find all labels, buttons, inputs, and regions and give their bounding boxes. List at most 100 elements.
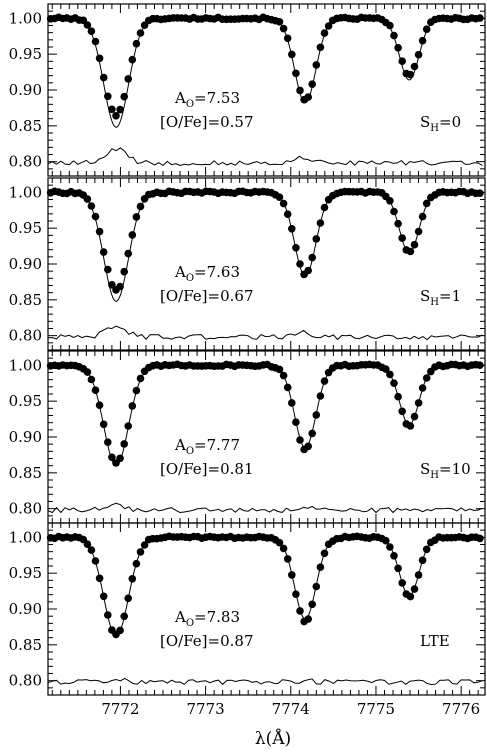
abundance-annotation: AO=7.63 xyxy=(174,263,240,284)
observed-point xyxy=(83,540,92,548)
observed-point xyxy=(104,438,112,447)
observed-point xyxy=(99,420,108,429)
observed-point xyxy=(398,579,407,587)
observed-point xyxy=(406,422,415,430)
panel-2: 0.80 0.85 0.90 0.95 1.00 AO=7.63 [O/Fe]=0.67 SH… xyxy=(9,177,486,351)
x-tick-label: 7774 xyxy=(272,700,310,718)
observed-point xyxy=(283,34,292,43)
observed-point xyxy=(382,536,390,545)
y-tick-label: 0.85 xyxy=(9,464,42,482)
y-tick-label: 0.95 xyxy=(9,564,42,582)
observed-point xyxy=(410,62,419,71)
observed-point xyxy=(406,70,415,79)
y-tick-label: 0.95 xyxy=(9,45,42,63)
observed-point xyxy=(128,231,137,239)
model-label-symbol: S xyxy=(420,460,430,478)
observed-point xyxy=(418,36,427,45)
observed-point xyxy=(120,92,128,101)
observed-point xyxy=(316,43,325,52)
observed-point xyxy=(283,210,292,218)
observed-point xyxy=(410,240,419,249)
observed-point xyxy=(292,69,300,78)
observed-point xyxy=(95,227,104,236)
model-label: SH=0 xyxy=(420,113,461,134)
y-tick-label: 0.85 xyxy=(9,117,42,135)
observed-point xyxy=(292,418,300,427)
abundance-value: =7.53 xyxy=(194,89,240,107)
observed-point xyxy=(414,50,423,59)
observed-point xyxy=(140,541,149,549)
observed-point xyxy=(386,370,394,379)
observed-point xyxy=(91,557,100,565)
observed-point xyxy=(87,546,96,554)
observed-point xyxy=(288,571,296,579)
residual-line xyxy=(47,147,483,167)
observed-point xyxy=(308,600,317,609)
model-label: LTE xyxy=(420,632,450,650)
observed-point xyxy=(406,592,415,601)
observed-point xyxy=(112,112,120,120)
observed-point xyxy=(312,411,321,419)
model-label-subscript: H xyxy=(430,470,439,481)
observed-point xyxy=(128,575,137,583)
observed-point xyxy=(116,454,124,463)
observed-point xyxy=(116,282,124,291)
observed-point xyxy=(279,24,288,33)
panel-frame xyxy=(47,350,486,524)
abundance-subscript: O xyxy=(186,618,194,629)
observed-point xyxy=(320,549,329,558)
observed-point xyxy=(87,27,96,35)
observed-point xyxy=(124,75,132,83)
observed-point xyxy=(292,244,300,252)
observed-point xyxy=(312,235,321,243)
y-tick-label: 0.90 xyxy=(9,81,42,99)
observed-point xyxy=(476,14,484,22)
y-tick-label: 1.00 xyxy=(9,183,42,201)
model-label-value: =10 xyxy=(439,460,471,478)
observed-point xyxy=(414,399,423,407)
observed-point xyxy=(296,86,304,95)
panel-1: 0.80 0.85 0.90 0.95 1.00 AO=7.53 [O/Fe]=0.57 SH… xyxy=(9,3,486,177)
y-tick-label: 0.90 xyxy=(9,600,42,618)
observed-point xyxy=(476,361,484,370)
abundance-symbol: A xyxy=(174,436,186,454)
observed-point xyxy=(124,249,132,258)
observed-point xyxy=(398,57,407,65)
observed-point xyxy=(279,544,288,553)
abundance-subscript: O xyxy=(186,446,194,457)
y-tick-label: 1.00 xyxy=(9,9,42,27)
abundance-symbol: A xyxy=(174,608,186,626)
observed-point xyxy=(398,234,407,242)
y-tick-label: 0.85 xyxy=(9,636,42,654)
observed-point xyxy=(116,105,124,114)
observed-point xyxy=(304,615,313,623)
observed-point xyxy=(91,386,100,395)
residual-line xyxy=(47,677,483,686)
abundance-value: =7.77 xyxy=(194,436,240,454)
observed-point xyxy=(108,453,116,462)
observed-point xyxy=(476,189,484,197)
observed-point xyxy=(390,31,398,40)
y-tick-label: 0.80 xyxy=(9,500,42,518)
x-tick-label: 7776 xyxy=(442,700,480,718)
residual-line xyxy=(47,325,483,341)
observed-point xyxy=(390,207,398,216)
model-label-symbol: S xyxy=(420,287,430,305)
observed-point xyxy=(422,25,431,33)
observed-point xyxy=(296,607,304,615)
model-label-value: =0 xyxy=(439,113,461,131)
model-label-symbol: LTE xyxy=(420,632,450,650)
observed-point xyxy=(275,18,284,26)
observed-point xyxy=(410,585,419,593)
observed-point xyxy=(312,61,321,69)
observed-point xyxy=(99,248,108,256)
observed-point xyxy=(418,212,427,221)
model-label-subscript: H xyxy=(430,297,439,308)
x-tick-label: 7773 xyxy=(186,700,224,718)
observed-point xyxy=(382,365,390,373)
ratio-annotation: [O/Fe]=0.57 xyxy=(160,113,254,131)
x-axis-label: λ(Å) xyxy=(255,728,291,749)
model-label: SH=10 xyxy=(420,460,471,481)
observed-point xyxy=(136,548,145,556)
observed-point xyxy=(312,582,321,591)
